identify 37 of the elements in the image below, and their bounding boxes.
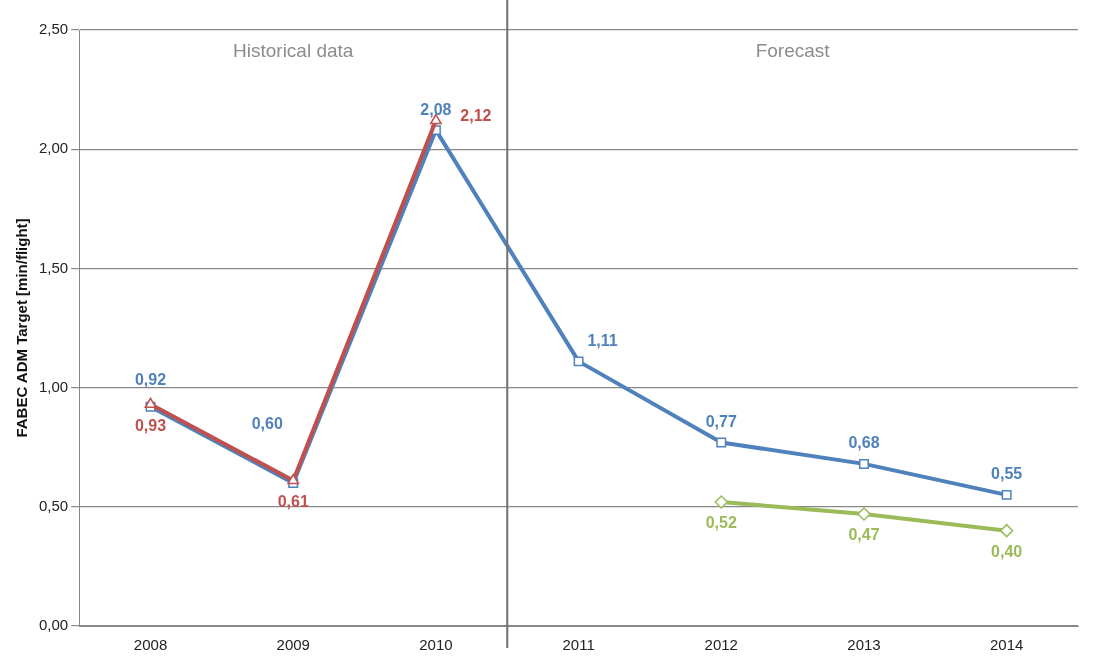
annotation: Historical data (233, 40, 354, 62)
point (858, 458, 869, 469)
point (714, 495, 729, 509)
data-label: 0,60 (251, 415, 283, 433)
point (716, 437, 727, 448)
data-label: 0,93 (134, 416, 167, 434)
data-label: 2,08 (420, 100, 452, 118)
y-axis-title: FABEC ADM Target [min/flight] (13, 218, 31, 438)
point (1001, 489, 1012, 500)
data-label: 0,40 (991, 543, 1023, 561)
y-tick-label: 1,00 (38, 377, 69, 395)
data-label: 2,12 (460, 107, 492, 124)
x-tick-label: 2014 (989, 636, 1024, 654)
x-tick-label: 2009 (276, 636, 310, 654)
data-label: 0,55 (991, 465, 1023, 483)
y-tick-label: 0,50 (38, 496, 69, 514)
y-tick-label: 1,50 (38, 258, 69, 276)
y-tick-label: 2,50 (38, 20, 69, 38)
point (857, 507, 871, 521)
data-label: 0,61 (277, 492, 309, 510)
point (573, 356, 584, 367)
x-tick-label: 2010 (419, 636, 453, 654)
point (287, 473, 300, 485)
annotation: Forecast (755, 40, 831, 62)
x-tick-label: 2011 (562, 636, 595, 654)
y-tick-label: 2,00 (38, 139, 69, 157)
y-tick-label: 0,00 (38, 616, 69, 634)
x-tick-label: 2008 (133, 636, 168, 654)
data-label: 0,52 (705, 514, 737, 532)
x-tick-label: 2013 (847, 636, 881, 654)
data-label: 0,47 (848, 526, 880, 544)
data-label: 0,68 (848, 434, 880, 452)
x-tick-label: 2012 (704, 636, 738, 654)
data-label: 0,92 (134, 371, 167, 389)
data-label: 1,11 (587, 331, 618, 349)
data-label: 0,77 (705, 412, 737, 430)
point (999, 523, 1014, 538)
